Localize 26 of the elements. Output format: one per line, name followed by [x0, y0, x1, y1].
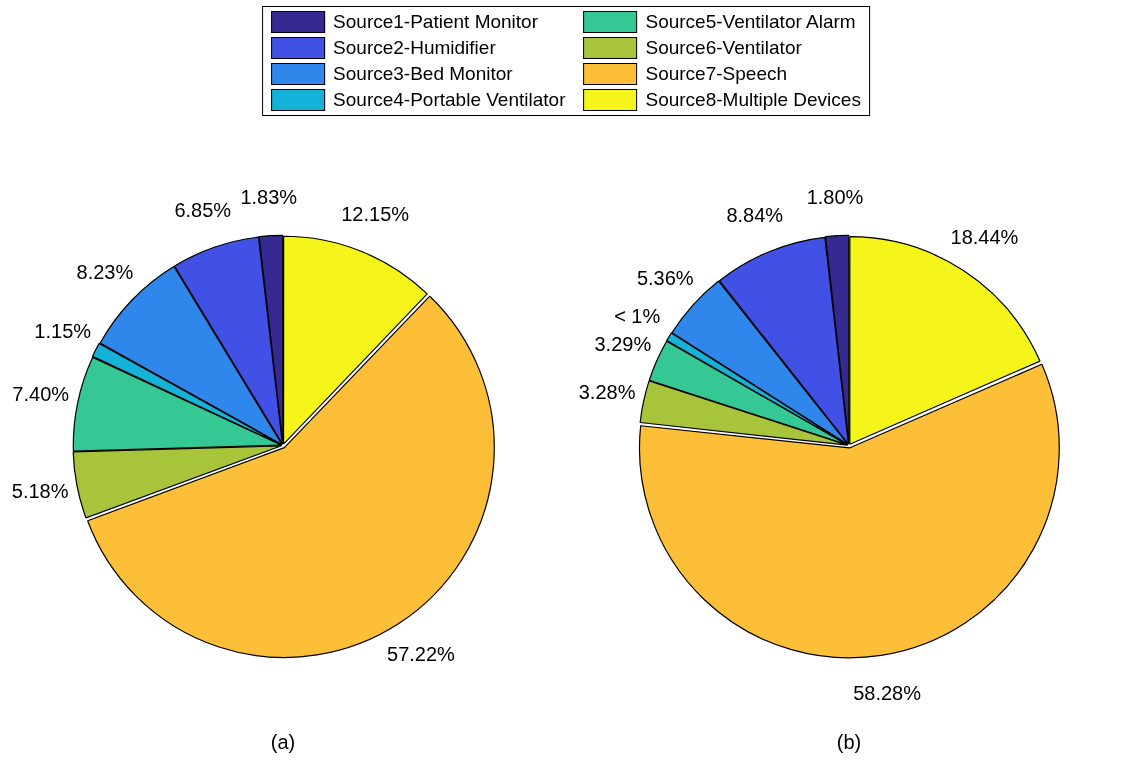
data-label: 3.29% — [594, 332, 652, 355]
data-label: < 1% — [614, 305, 661, 328]
legend-label: Source1-Patient Monitor — [333, 11, 538, 33]
data-label: 5.36% — [636, 267, 694, 290]
legend-label: Source6-Ventilator — [645, 37, 802, 59]
legend-label: Source8-Multiple Devices — [645, 89, 861, 111]
data-label: 12.15% — [341, 203, 410, 226]
legend-label: Source2-Humidifier — [333, 37, 496, 59]
legend-label: Source3-Bed Monitor — [333, 63, 513, 85]
data-label: 8.84% — [726, 204, 784, 227]
data-label: 18.44% — [950, 225, 1019, 248]
legend-label: Source4-Portable Ventilator — [333, 89, 566, 111]
text: (a) — [270, 730, 296, 753]
data-label: 7.40% — [12, 382, 70, 405]
data-label: 8.23% — [76, 261, 134, 284]
data-label: 1.80% — [806, 186, 864, 209]
data-label: 1.15% — [34, 320, 92, 343]
data-label: 5.18% — [11, 480, 69, 503]
data-label: 58.28% — [853, 681, 922, 704]
legend-label: Source7-Speech — [645, 63, 788, 85]
data-label: 6.85% — [174, 198, 232, 221]
legend-label: Source5-Ventilator Alarm — [645, 11, 856, 33]
text: (b) — [836, 730, 862, 753]
data-label: 3.28% — [578, 381, 636, 404]
data-label: 57.22% — [387, 643, 456, 666]
data-label: 1.83% — [240, 186, 298, 209]
